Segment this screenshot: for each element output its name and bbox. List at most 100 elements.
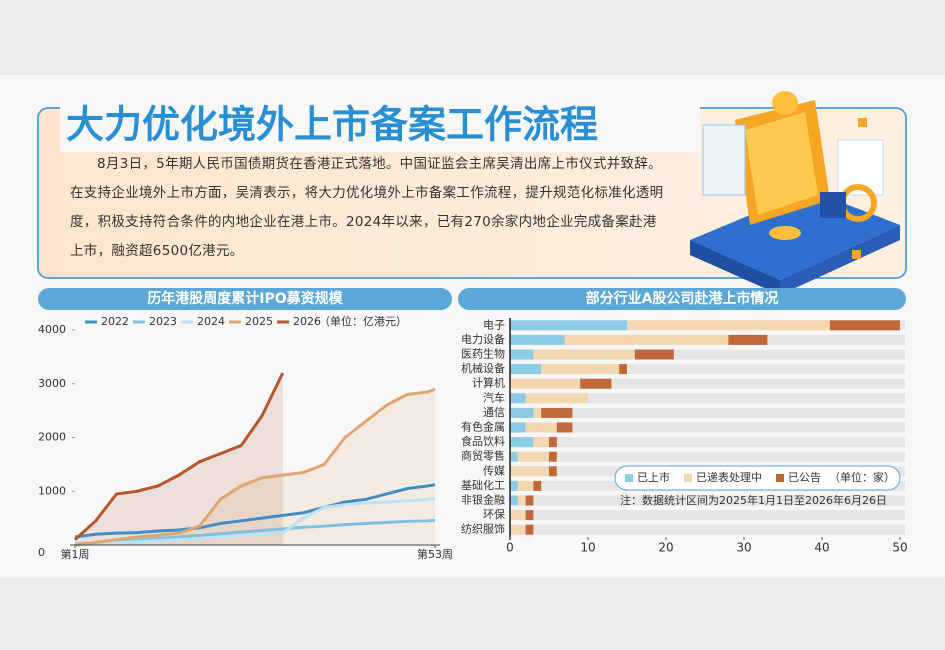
- bar-segment: [510, 393, 526, 404]
- legend-label: 已公告: [788, 471, 821, 484]
- series-line: [74, 496, 436, 546]
- bar-segment: [525, 524, 534, 535]
- category-label: 电力设备: [461, 332, 505, 346]
- row-stripe: [510, 437, 905, 448]
- series-line: [74, 387, 436, 547]
- category-label: 传媒: [483, 464, 505, 477]
- y-tick-label: 2000: [38, 431, 66, 444]
- bar-segment: [510, 495, 518, 506]
- bar-segment: [510, 510, 526, 521]
- row-stripe: [510, 393, 905, 404]
- category-label: 非银金融: [461, 493, 505, 507]
- category-label: 电子: [483, 318, 505, 331]
- bar-segment: [533, 437, 549, 448]
- bar-segment: [829, 320, 900, 331]
- bar-segment: [510, 378, 581, 389]
- x-tick-label: 第1周: [61, 547, 90, 561]
- row-stripe: [510, 378, 905, 389]
- x-tick-label: 50: [892, 541, 907, 555]
- category-label: 医药生物: [461, 347, 505, 361]
- chart-title: 历年港股周度累计IPO募资规模: [147, 290, 343, 307]
- x-tick-label: 10: [580, 541, 595, 555]
- category-label: 计算机: [472, 376, 505, 390]
- bar-segment: [510, 451, 518, 462]
- bar-segment: [510, 407, 534, 418]
- bar-segment: [510, 349, 534, 360]
- chart-title: 部分行业A股公司赴港上市情况: [586, 290, 779, 307]
- y-tick-label: 1000: [38, 484, 66, 497]
- legend-label: 2026: [293, 315, 321, 328]
- category-label: 通信: [483, 406, 505, 419]
- illustration: [690, 91, 900, 295]
- x-tick-label: 0: [506, 541, 514, 555]
- x-tick-label: 第53周: [417, 547, 453, 561]
- section-bar: [38, 288, 452, 310]
- bar-segment: [510, 480, 518, 491]
- legend-label: 已递表处理中: [696, 470, 762, 484]
- bar-segment: [564, 334, 729, 345]
- legend-label: 2022: [101, 315, 129, 328]
- bar-segment: [728, 334, 768, 345]
- unit-label: （单位：亿港元）: [319, 314, 407, 328]
- bar-segment: [517, 495, 526, 506]
- y-tick-label: 0: [38, 546, 45, 559]
- legend-label: 2024: [197, 315, 225, 328]
- bar-segment: [510, 524, 526, 535]
- bar-segment: [525, 422, 557, 433]
- row-stripe: [510, 364, 905, 375]
- bar-segment: [525, 495, 534, 506]
- legend-swatch: [625, 474, 633, 482]
- bar-segment: [533, 407, 542, 418]
- category-label: 汽车: [483, 390, 505, 404]
- bar-segment: [634, 349, 674, 360]
- legend-swatch: [684, 474, 692, 482]
- bar-segment: [510, 334, 565, 345]
- bar-segment: [549, 451, 557, 462]
- bar-segment: [510, 320, 627, 331]
- x-tick-label: 40: [814, 541, 829, 555]
- row-stripe: [510, 422, 905, 433]
- row-stripe: [510, 495, 905, 506]
- x-tick-label: 20: [658, 541, 673, 555]
- bar-segment: [517, 480, 534, 491]
- legend-label: 2023: [149, 315, 177, 328]
- bar-segment: [533, 349, 635, 360]
- bar-segment: [525, 510, 534, 521]
- row-stripe: [510, 524, 905, 535]
- legend-box: [614, 465, 901, 491]
- legend-swatch: [776, 474, 784, 482]
- row-stripe: [510, 407, 905, 418]
- bar-segment: [533, 480, 542, 491]
- bar-segment: [510, 422, 526, 433]
- bar-segment: [580, 378, 612, 389]
- series-line: [73, 372, 285, 541]
- header-title: 大力优化境外上市备案工作流程: [66, 103, 598, 147]
- bar-segment: [619, 364, 627, 375]
- bar-segment: [627, 320, 830, 331]
- bar-segment: [541, 364, 620, 375]
- note: 注：数据统计区间为2025年1月1日至2026年6月26日: [620, 493, 887, 507]
- y-tick-label: 4000: [38, 323, 66, 336]
- bar-segment: [541, 407, 573, 418]
- category-label: 机械设备: [461, 361, 505, 375]
- x-tick-label: 30: [736, 541, 751, 555]
- category-label: 纺织服饰: [461, 522, 505, 536]
- bar-segment: [510, 364, 542, 375]
- bar-segment: [510, 437, 534, 448]
- category-label: 环保: [483, 507, 505, 521]
- category-label: 商贸零售: [461, 449, 505, 463]
- legend-label: 2025: [245, 315, 273, 328]
- row-stripe: [510, 451, 905, 462]
- category-label: 有色金属: [461, 420, 505, 434]
- bar-segment: [517, 451, 549, 462]
- row-stripe: [510, 510, 905, 521]
- bar-segment: [510, 466, 549, 477]
- header-text: 8月3日，5年期人民币国债期货在香港正式落地。中国证监会主席吴清出席上市仪式并致…: [70, 156, 664, 259]
- y-tick-label: 3000: [38, 377, 66, 390]
- bar-segment: [549, 437, 557, 448]
- bar-segment: [525, 393, 588, 404]
- category-label: 基础化工: [461, 478, 505, 492]
- title-mask: [60, 100, 700, 152]
